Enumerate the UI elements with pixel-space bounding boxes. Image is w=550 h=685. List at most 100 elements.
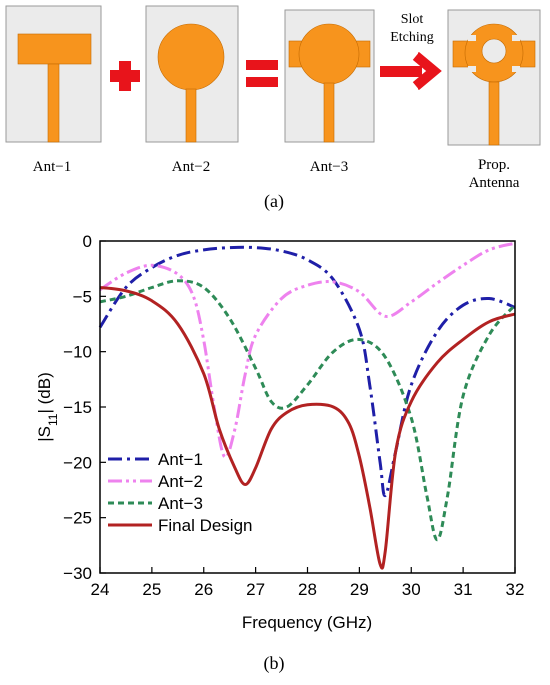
data-point xyxy=(462,265,464,267)
y-tick-label: −30 xyxy=(63,564,92,583)
data-point xyxy=(462,395,464,397)
ant3-drawing xyxy=(284,9,375,143)
series-line xyxy=(99,279,517,542)
data-point xyxy=(203,340,205,342)
proposed-circular-slot xyxy=(481,38,507,64)
data-point xyxy=(379,563,381,565)
slot-etching-label-line2: Etching xyxy=(390,30,434,45)
panel-a-caption: (a) xyxy=(264,191,284,212)
data-point xyxy=(379,462,381,464)
data-point xyxy=(203,373,205,375)
x-tick-label: 28 xyxy=(298,580,317,599)
data-point xyxy=(177,255,179,257)
x-tick-label: 30 xyxy=(402,580,421,599)
data-point xyxy=(333,279,335,281)
ant2-circle-patch xyxy=(157,23,225,91)
data-point xyxy=(255,367,257,369)
data-point xyxy=(488,334,490,336)
data-point xyxy=(359,339,361,341)
plus-operator xyxy=(110,61,140,91)
panel-b-caption: (b) xyxy=(264,653,285,674)
data-point xyxy=(410,384,412,386)
data-point xyxy=(255,247,257,249)
data-point xyxy=(193,296,195,298)
slot-etching-arrow: Slot Etching xyxy=(380,12,442,90)
x-tick-label: 29 xyxy=(350,580,369,599)
antenna-evolution-panel: Slot Etching Ant−1 Ant−2 Ant−3 Prop. Ant… xyxy=(0,0,550,215)
series-3 xyxy=(99,279,517,542)
series-line xyxy=(98,245,516,498)
data-point xyxy=(369,506,371,508)
data-point xyxy=(359,291,361,293)
ant1-rect-patch xyxy=(17,33,92,65)
equals-operator xyxy=(246,60,278,87)
x-tick-label: 24 xyxy=(91,580,110,599)
data-point xyxy=(125,296,127,298)
data-point xyxy=(203,287,205,289)
s11-chart-panel: 24 25 26 27 28 29 30 31 32 0 −5 −10 −15 −20 −25 −30 Fr… xyxy=(0,215,550,680)
data-point xyxy=(286,412,288,414)
data-point xyxy=(385,550,387,552)
data-point xyxy=(488,298,490,300)
data-point xyxy=(333,281,335,283)
y-axis-label: |S11| (dB) xyxy=(35,372,60,442)
slot-etching-label-line1: Slot xyxy=(401,12,424,27)
data-point xyxy=(281,298,283,300)
data-point xyxy=(436,362,438,364)
data-point xyxy=(410,401,412,403)
y-tick-label: −20 xyxy=(63,453,92,472)
data-point xyxy=(447,495,449,497)
data-point xyxy=(488,321,490,323)
data-point xyxy=(348,423,350,425)
data-point xyxy=(281,250,283,252)
data-point xyxy=(333,406,335,408)
data-point xyxy=(369,384,371,386)
data-point xyxy=(385,315,387,317)
data-point xyxy=(234,428,236,430)
data-point xyxy=(224,456,226,458)
series-line xyxy=(99,241,516,459)
proposed-label-line2: Antenna xyxy=(469,175,520,191)
series-2 xyxy=(99,241,516,459)
data-point xyxy=(125,272,127,274)
data-point xyxy=(177,280,179,282)
legend-label: Final Design xyxy=(158,516,253,535)
data-point xyxy=(307,259,309,261)
ant2-feedline xyxy=(185,88,197,143)
y-tick-label: −5 xyxy=(73,287,92,306)
data-point xyxy=(229,247,231,249)
x-axis-label: Frequency (GHz) xyxy=(242,613,372,632)
ant3-feedline xyxy=(323,82,335,143)
ant1-label: Ant−1 xyxy=(33,159,71,175)
data-point xyxy=(219,428,221,430)
data-point xyxy=(436,539,438,541)
data-point xyxy=(255,334,257,336)
data-point xyxy=(177,323,179,325)
y-tick-label: −25 xyxy=(63,509,92,528)
data-point xyxy=(151,300,153,302)
data-point xyxy=(385,356,387,358)
data-point xyxy=(151,265,153,267)
legend-label: Ant−1 xyxy=(158,450,203,469)
data-point xyxy=(410,301,412,303)
data-point xyxy=(410,417,412,419)
data-point xyxy=(395,450,397,452)
series-4 xyxy=(99,286,516,570)
data-point xyxy=(462,304,464,306)
ant1-drawing xyxy=(5,5,102,143)
data-point xyxy=(244,484,246,486)
s11-line-chart: 24 25 26 27 28 29 30 31 32 0 −5 −10 −15 −20 −25 −30 Fr… xyxy=(35,232,524,674)
proposed-label-line1: Prop. xyxy=(478,157,510,173)
x-tick-label: 31 xyxy=(454,580,473,599)
x-tick-label: 26 xyxy=(194,580,213,599)
data-point xyxy=(177,273,179,275)
data-point xyxy=(359,456,361,458)
x-tick-label: 25 xyxy=(142,580,161,599)
y-tick-label: 0 xyxy=(83,232,92,251)
data-point xyxy=(359,329,361,331)
series-line xyxy=(99,286,516,570)
data-point xyxy=(229,318,231,320)
y-tick-label: −15 xyxy=(63,398,92,417)
data-point xyxy=(270,401,272,403)
data-point xyxy=(151,287,153,289)
